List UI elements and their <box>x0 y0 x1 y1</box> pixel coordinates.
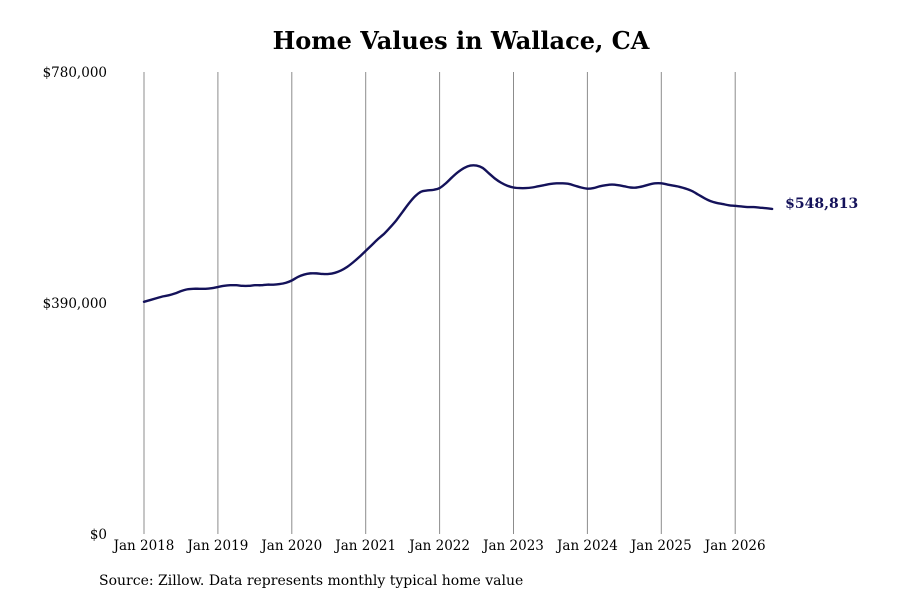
series-line <box>142 164 774 304</box>
y-tick-label: $390,000 <box>43 296 107 312</box>
source-note: Source: Zillow. Data represents monthly … <box>99 573 524 589</box>
x-tick-label: Jan 2018 <box>112 538 175 554</box>
y-axis-tick-labels: $0 $390,000 $780,000 <box>43 65 107 543</box>
x-axis-tick-labels: Jan 2018 Jan 2019 Jan 2020 Jan 2021 Jan 2022… <box>112 538 766 554</box>
x-tick-label: Jan 2021 <box>333 538 396 554</box>
y-tick-label: $780,000 <box>43 65 107 81</box>
y-tick-label: $0 <box>90 527 107 543</box>
x-tick-label: Jan 2025 <box>629 538 692 554</box>
x-tick-label: Jan 2020 <box>259 538 322 554</box>
chart-title: Home Values in Wallace, CA <box>272 26 650 55</box>
x-tick-label: Jan 2024 <box>555 538 618 554</box>
end-value-label: $548,813 <box>785 196 858 212</box>
x-tick-label: Jan 2022 <box>407 538 470 554</box>
grid-lines <box>143 72 736 534</box>
series-layer <box>142 164 774 304</box>
x-tick-label: Jan 2026 <box>703 538 766 554</box>
x-tick-label: Jan 2023 <box>481 538 544 554</box>
x-tick-label: Jan 2019 <box>185 538 248 554</box>
end-label-layer: $548,813 <box>785 196 858 212</box>
